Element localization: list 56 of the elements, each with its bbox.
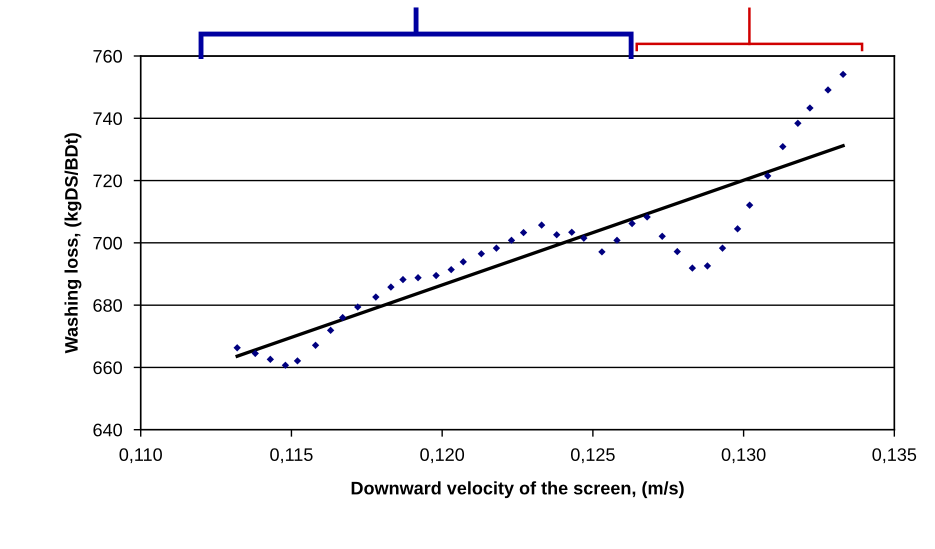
y-tick-label: 720: [93, 174, 122, 188]
y-tick-label: 700: [93, 236, 122, 250]
y-tick-label: 640: [93, 424, 122, 436]
point: [764, 172, 772, 180]
point: [234, 344, 241, 352]
point: [779, 142, 786, 150]
x-tick-label: 0,110: [120, 448, 162, 464]
point: [628, 220, 636, 228]
point: [448, 266, 455, 274]
point: [568, 228, 576, 236]
y-tick-label: 680: [93, 299, 122, 312]
point: [478, 250, 486, 258]
point: [508, 236, 516, 244]
point: [252, 350, 259, 358]
point: [704, 262, 712, 270]
point: [460, 258, 467, 266]
point: [643, 213, 651, 221]
point: [326, 326, 334, 334]
point: [339, 314, 346, 322]
x-tick-label: 0,125: [571, 448, 615, 464]
point: [266, 356, 274, 363]
point: [492, 244, 500, 252]
point: [734, 225, 742, 233]
x-tick-label: 0,115: [270, 448, 313, 464]
point: [372, 293, 380, 301]
point: [839, 70, 847, 78]
point: [674, 248, 681, 256]
point: [312, 342, 320, 349]
point: [538, 221, 546, 229]
y-tick-label: 760: [93, 50, 122, 63]
point: [282, 362, 290, 369]
point: [658, 232, 666, 240]
point: [580, 234, 588, 242]
point: [414, 274, 422, 282]
point: [718, 244, 726, 252]
y-tick-label: 660: [93, 361, 122, 374]
x-tick-label: 0,130: [722, 448, 766, 464]
point: [598, 248, 606, 256]
point: [520, 228, 528, 236]
x-tick-label: 0,135: [872, 448, 916, 464]
y-tick-label: 740: [93, 112, 122, 125]
y-axis-title: Washing loss, (kgDS/BDt): [64, 133, 82, 354]
point: [824, 86, 832, 94]
point: [553, 231, 560, 238]
point: [688, 264, 696, 272]
point: [399, 276, 407, 284]
x-tick-label: 0,120: [420, 448, 464, 464]
point: [294, 357, 302, 365]
point: [806, 104, 814, 112]
point: [746, 201, 754, 209]
point: [354, 303, 362, 311]
point: [432, 272, 440, 280]
point: [613, 236, 621, 244]
point: [387, 283, 395, 291]
point: [794, 120, 802, 127]
x-axis-title: Downward velocity of the screen, (m/s): [352, 481, 684, 498]
